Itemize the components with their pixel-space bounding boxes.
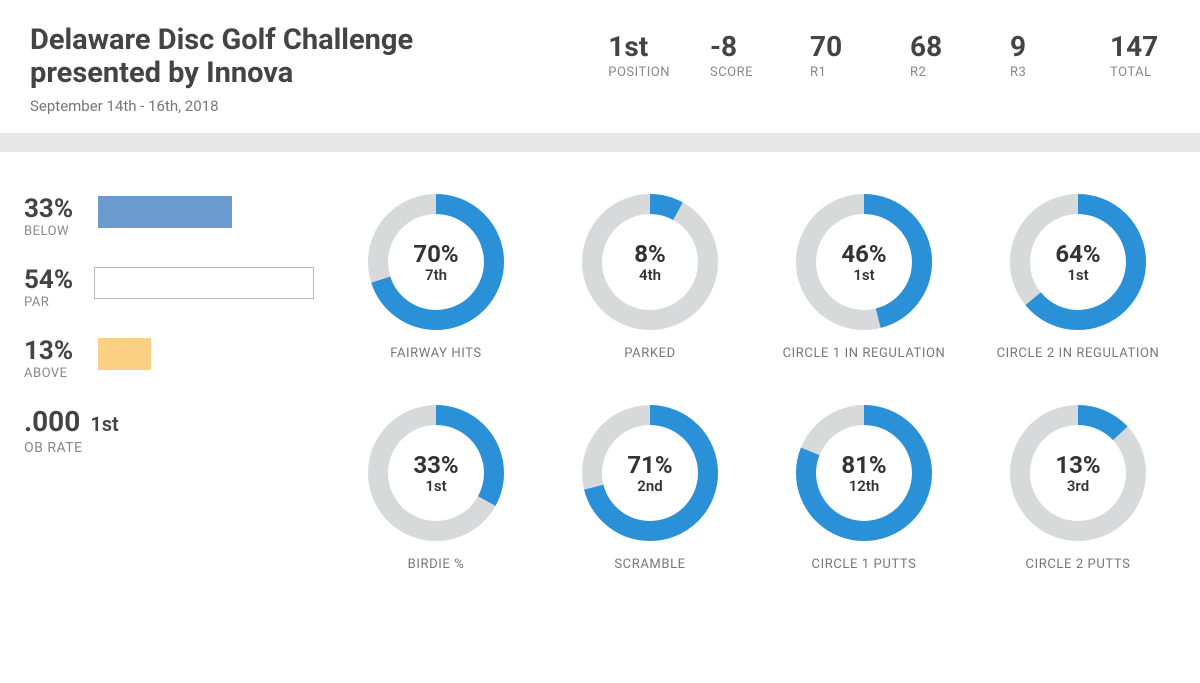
divider-bar [0,134,1200,152]
donut-chart: 81%12th [794,403,934,543]
summary-stats: 1stPOSITION-8SCORE70R168R29R3147TOTAL [608,24,1170,80]
par-row: 54%PAR [24,263,314,310]
par-bar-track [98,338,314,370]
donut-item: 46%1st CIRCLE 1 IN REGULATION [772,192,956,363]
summary-label: R2 [910,65,970,80]
donut-label: CIRCLE 2 IN REGULATION [986,346,1170,363]
donut-item: 71%2nd SCRAMBLE [558,403,742,574]
donut-rank: 1st [853,266,874,284]
par-bar-track [98,196,314,228]
donut-percent: 70% [413,240,458,268]
par-row: 33%BELOW [24,192,314,239]
par-bar-fill [94,267,314,299]
summary-label: SCORE [710,65,770,80]
summary-item: -8 SCORE [710,30,770,80]
summary-value: 147 [1110,30,1170,63]
summary-value: 68 [910,30,970,63]
par-label: PAR [24,295,94,310]
donut-item: 70%7th FAIRWAY HITS [344,192,528,363]
donut-label: CIRCLE 1 IN REGULATION [772,346,956,363]
par-bar-fill [98,338,151,370]
donut-grid: 70%7thFAIRWAY HITS8%4thPARKED46%1stCIRCL… [344,192,1170,574]
content: 33%BELOW54%PAR13%ABOVE .000 1st OB RATE … [0,152,1200,584]
donut-item: 8%4th PARKED [558,192,742,363]
summary-item: 70R1 [810,30,870,80]
par-value: 13% [24,336,98,366]
summary-value: -8 [710,30,770,63]
par-row: 13%ABOVE [24,334,314,381]
donut-percent: 71% [627,451,672,479]
donut-chart: 33%1st [366,403,506,543]
donut-chart: 70%7th [366,192,506,332]
summary-item: 1st POSITION [608,30,670,80]
par-label: BELOW [24,224,98,239]
summary-item: 9R3 [1010,30,1070,80]
donut-percent: 13% [1055,451,1100,479]
donut-item: 33%1st BIRDIE % [344,403,528,574]
donut-label: PARKED [558,346,742,363]
donut-item: 13%3rd CIRCLE 2 PUTTS [986,403,1170,574]
donut-label: SCRAMBLE [558,557,742,574]
summary-label: TOTAL [1110,65,1170,80]
summary-value: 1st [608,30,670,63]
donut-rank: 7th [425,266,447,284]
donut-label: CIRCLE 1 PUTTS [772,557,956,574]
ob-rate-rank: 1st [90,412,118,436]
donut-chart: 64%1st [1008,192,1148,332]
donut-label: FAIRWAY HITS [344,346,528,363]
donut-item: 81%12th CIRCLE 1 PUTTS [772,403,956,574]
title-block: Delaware Disc Golf Challenge presented b… [30,24,608,115]
summary-value: 9 [1010,30,1070,63]
donut-percent: 81% [841,451,886,479]
summary-value: 70 [810,30,870,63]
donut-percent: 46% [841,240,886,268]
donut-rank: 1st [1067,266,1088,284]
par-value: 33% [24,194,98,224]
donut-percent: 64% [1055,240,1100,268]
donut-chart: 13%3rd [1008,403,1148,543]
donut-rank: 3rd [1067,477,1089,495]
summary-item: 147 TOTAL [1110,30,1170,80]
par-breakdown: 33%BELOW 54%PAR 13%ABOVE .000 1st OB RATE [24,192,344,574]
donut-rank: 1st [425,477,446,495]
donut-label: BIRDIE % [344,557,528,574]
donut-rank: 12th [849,477,880,495]
summary-label: R1 [810,65,870,80]
donut-rank: 2nd [637,477,662,495]
donut-label: CIRCLE 2 PUTTS [986,557,1170,574]
summary-label: R3 [1010,65,1070,80]
event-date: September 14th - 16th, 2018 [30,97,608,115]
ob-rate-block: .000 1st OB RATE [24,405,314,456]
par-bar-fill [98,196,232,228]
donut-chart: 46%1st [794,192,934,332]
header: Delaware Disc Golf Challenge presented b… [0,0,1200,134]
par-value: 54% [24,265,94,295]
par-bar-track [94,267,314,299]
donut-percent: 33% [413,451,458,479]
donut-rank: 4th [639,266,661,284]
summary-label: POSITION [608,65,670,80]
summary-item: 68R2 [910,30,970,80]
donut-percent: 8% [634,240,666,268]
donut-chart: 71%2nd [580,403,720,543]
donut-item: 64%1st CIRCLE 2 IN REGULATION [986,192,1170,363]
event-title: Delaware Disc Golf Challenge presented b… [30,24,460,91]
par-label: ABOVE [24,366,98,381]
ob-rate-value: .000 [24,405,80,438]
ob-rate-label: OB RATE [24,440,314,456]
donut-chart: 8%4th [580,192,720,332]
